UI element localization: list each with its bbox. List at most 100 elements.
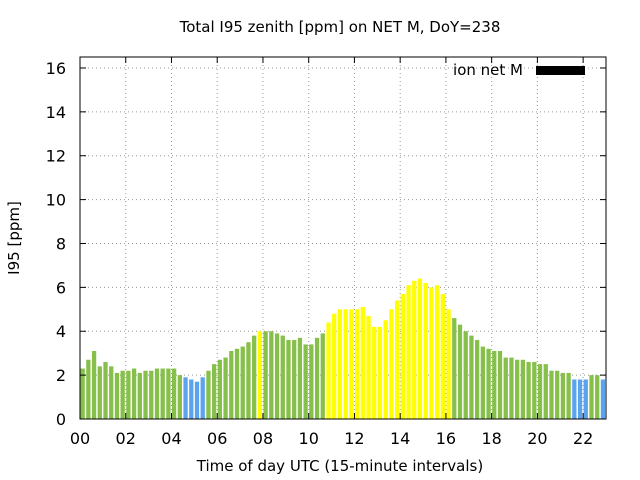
bar xyxy=(200,377,205,419)
x-tick-label: 10 xyxy=(299,429,319,448)
bar xyxy=(400,293,405,419)
bar xyxy=(532,361,537,419)
bar xyxy=(171,368,177,419)
bar xyxy=(537,364,543,419)
bar xyxy=(154,368,160,419)
bar xyxy=(286,340,291,419)
x-tick-label: 14 xyxy=(390,429,410,448)
y-tick-label: 10 xyxy=(46,191,66,210)
y-tick-label: 14 xyxy=(46,103,66,122)
bar xyxy=(314,337,320,419)
bar xyxy=(86,359,91,419)
bar xyxy=(223,357,228,419)
bar xyxy=(149,370,154,419)
bar xyxy=(263,331,268,419)
bar xyxy=(109,366,114,419)
bar xyxy=(383,320,388,419)
bar xyxy=(480,346,486,419)
bar xyxy=(349,309,354,419)
bar xyxy=(452,318,457,419)
y-axis-label: I95 [ppm] xyxy=(5,201,23,275)
axis-ticks xyxy=(79,57,606,420)
bar xyxy=(183,377,188,419)
bar xyxy=(297,337,303,419)
bar xyxy=(240,346,245,419)
bar xyxy=(246,342,251,419)
bar xyxy=(97,366,102,419)
bar xyxy=(394,300,400,419)
y-tick-label: 0 xyxy=(56,410,66,429)
bar xyxy=(229,350,234,419)
legend-swatch xyxy=(536,66,585,75)
bar xyxy=(114,372,120,419)
bar xyxy=(600,379,606,419)
bar xyxy=(509,357,514,419)
bar xyxy=(463,331,468,419)
legend-label: ion net M xyxy=(453,61,523,79)
y-tick-label: 12 xyxy=(46,147,66,166)
bar xyxy=(189,379,194,419)
x-tick-label: 06 xyxy=(207,429,227,448)
chart-title: Total I95 zenith [ppm] on NET M, DoY=238 xyxy=(179,18,501,36)
bar xyxy=(326,322,331,419)
bar xyxy=(503,357,508,419)
bar xyxy=(303,344,308,419)
y-tick-label: 8 xyxy=(56,234,66,253)
x-tick-label: 08 xyxy=(253,429,273,448)
bar xyxy=(372,326,377,419)
bar xyxy=(434,285,440,419)
bar xyxy=(526,361,531,419)
bar xyxy=(80,368,85,419)
bar xyxy=(343,309,348,419)
bar xyxy=(423,282,428,419)
x-tick-label: 18 xyxy=(481,429,501,448)
bar xyxy=(320,333,325,419)
bar xyxy=(360,307,365,419)
bar xyxy=(577,379,583,419)
bar xyxy=(520,359,526,419)
bar xyxy=(572,379,577,419)
bar xyxy=(417,278,423,419)
bar xyxy=(412,280,417,419)
bar xyxy=(555,370,560,419)
bar xyxy=(440,293,445,419)
bar xyxy=(377,326,383,419)
x-axis-label: Time of day UTC (15-minute intervals) xyxy=(196,457,483,475)
y-tick-labels: 0 2 4 6 8 10 12 14 16 xyxy=(46,59,66,429)
bar xyxy=(469,335,474,419)
bar xyxy=(274,333,280,419)
bar xyxy=(389,309,394,419)
bar xyxy=(212,364,217,419)
bar xyxy=(446,309,451,419)
x-tick-label: 02 xyxy=(116,429,136,448)
bar xyxy=(337,309,343,419)
bar xyxy=(332,313,337,419)
bar xyxy=(429,287,434,419)
bar xyxy=(91,350,97,419)
bar xyxy=(120,370,125,419)
bar xyxy=(475,340,480,419)
bar xyxy=(366,315,371,419)
x-tick-label: 00 xyxy=(70,429,90,448)
bar xyxy=(457,324,463,419)
bar xyxy=(137,372,142,419)
bar xyxy=(103,361,108,419)
y-tick-label: 4 xyxy=(56,322,66,341)
x-tick-label: 04 xyxy=(161,429,181,448)
bar xyxy=(257,331,263,419)
bar xyxy=(194,381,200,419)
bar xyxy=(497,350,503,419)
plot-border xyxy=(79,56,607,420)
bar xyxy=(492,350,497,419)
bars xyxy=(80,278,606,419)
bar xyxy=(515,359,520,419)
bar xyxy=(269,331,274,419)
y-tick-label: 16 xyxy=(46,59,66,78)
bar xyxy=(589,375,594,419)
bar xyxy=(177,375,182,419)
x-tick-label: 22 xyxy=(573,429,593,448)
bar xyxy=(280,335,285,419)
bar xyxy=(543,364,548,419)
